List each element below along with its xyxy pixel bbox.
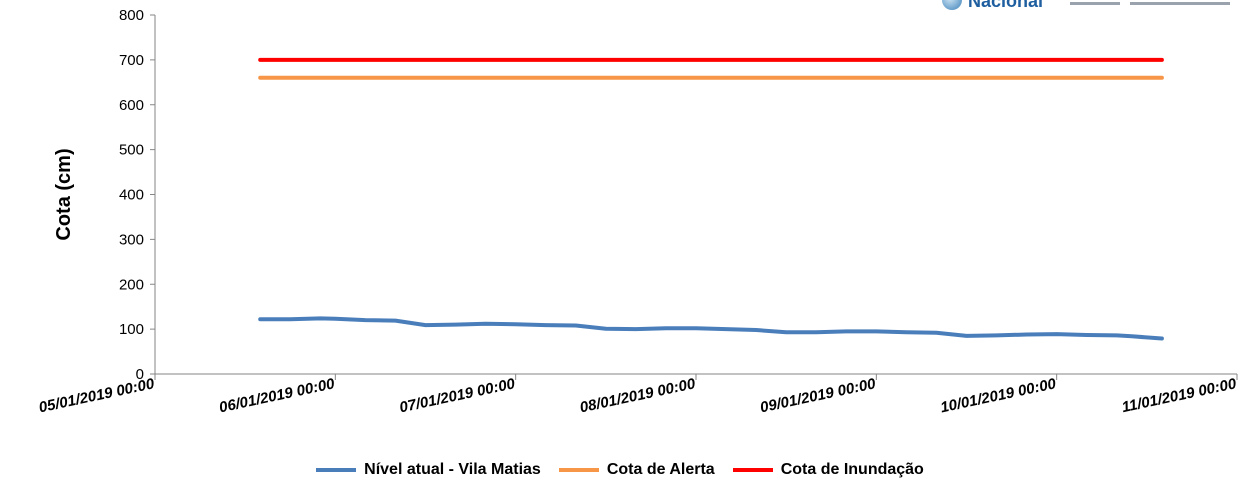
x-tick-label: 08/01/2019 00:00 [578, 375, 697, 416]
legend-label: Cota de Alerta [606, 461, 715, 478]
x-tick-label: 07/01/2019 00:00 [398, 375, 517, 416]
logo-text: Nacional [968, 0, 1044, 11]
x-axis: 05/01/2019 00:00 06/01/2019 00:00 07/01/20… [37, 373, 1238, 416]
y-axis-label: Cota (cm) [53, 148, 75, 240]
x-tick-label: 11/01/2019 00:00 [1120, 375, 1238, 416]
x-tick-label: 06/01/2019 00:00 [218, 375, 337, 416]
x-tick-label: 10/01/2019 00:00 [939, 375, 1058, 416]
x-tick-label: 09/01/2019 00:00 [759, 375, 878, 416]
legend-swatch [558, 468, 599, 472]
agency-logo: Nacional [942, 0, 1240, 12]
series-line [258, 316, 1164, 341]
y-tick-label: 700 [119, 52, 144, 69]
y-tick-label: 500 [119, 142, 144, 159]
y-tick-label: 800 [119, 7, 144, 24]
y-tick-label: 600 [119, 97, 144, 114]
y-tick-label: 400 [119, 187, 144, 204]
y-tick-label: 200 [119, 276, 144, 293]
legend-label: Cota de Inundação [780, 461, 924, 478]
legend-swatch [316, 468, 357, 472]
legend-label: Nível atual - Vila Matias [364, 461, 541, 478]
legend-item: Cota de Inundação [732, 461, 924, 479]
chart-area: 0 100 200 300 400 500 600 700 800 05/01/2019 00:… [37, 7, 1238, 416]
legend-item: Cota de Alerta [558, 461, 715, 479]
y-tick-label: 0 [136, 366, 144, 383]
globe-logo-icon [942, 0, 962, 10]
x-tick-label: 05/01/2019 00:00 [37, 375, 156, 416]
logo-caption-line [1070, 2, 1120, 5]
legend-swatch [732, 468, 773, 472]
logo-caption-line [1130, 2, 1230, 5]
series-group [258, 57, 1164, 341]
y-tick-label: 100 [119, 321, 144, 338]
legend: Nível atual - Vila Matias Cota de Alerta C… [0, 458, 1240, 482]
y-tick-label: 300 [119, 231, 144, 248]
legend-item: Nível atual - Vila Matias [316, 461, 541, 479]
y-axis: 0 100 200 300 400 500 600 700 800 [119, 7, 156, 383]
